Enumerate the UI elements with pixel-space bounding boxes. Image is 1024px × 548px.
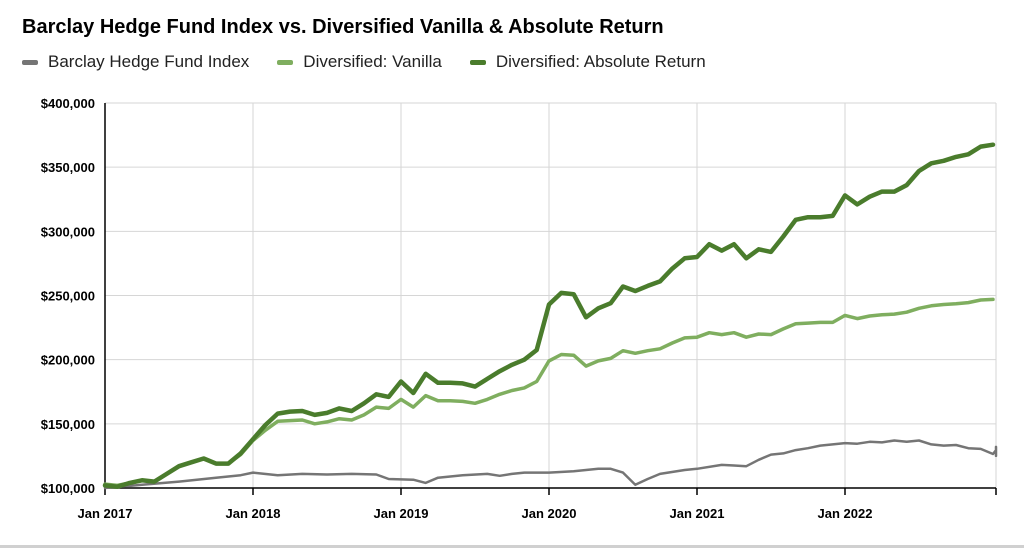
- x-tick-label: Jan 2022: [818, 506, 873, 521]
- bottom-divider: [0, 545, 1024, 548]
- y-tick-label: $400,000: [41, 96, 95, 111]
- legend-entry-absolute-return: Diversified: Absolute Return: [469, 52, 706, 72]
- x-tick-label: Jan 2019: [374, 506, 429, 521]
- y-tick-label: $100,000: [41, 481, 95, 496]
- legend: Barclay Hedge Fund Index Diversified: Va…: [22, 52, 706, 72]
- x-tick-label: Jan 2020: [522, 506, 577, 521]
- y-tick-label: $250,000: [41, 289, 95, 304]
- legend-label-barclay: Barclay Hedge Fund Index: [48, 52, 250, 71]
- series-line-absolute-return: [102, 142, 996, 489]
- legend-entry-barclay: Barclay Hedge Fund Index: [22, 52, 249, 72]
- y-tick-label: $150,000: [41, 417, 95, 432]
- legend-swatch-barclay: [22, 59, 38, 65]
- y-tick-label: $200,000: [41, 353, 95, 368]
- legend-swatch-absolute-return: [469, 59, 486, 65]
- y-tick-label: $300,000: [41, 224, 95, 239]
- x-tick-label: Jan 2018: [226, 506, 281, 521]
- x-tick-label: Jan 2021: [670, 506, 725, 521]
- y-tick-label: $350,000: [41, 160, 95, 175]
- legend-entry-vanilla: Diversified: Vanilla: [277, 52, 442, 72]
- x-tick-label: Jan 2017: [78, 506, 133, 521]
- legend-label-absolute-return: Diversified: Absolute Return: [495, 52, 706, 71]
- chart-title: Barclay Hedge Fund Index vs. Diversified…: [22, 16, 664, 38]
- series-line-barclay: [103, 439, 998, 490]
- legend-swatch-vanilla: [277, 59, 294, 65]
- legend-label-vanilla: Diversified: Vanilla: [303, 52, 442, 71]
